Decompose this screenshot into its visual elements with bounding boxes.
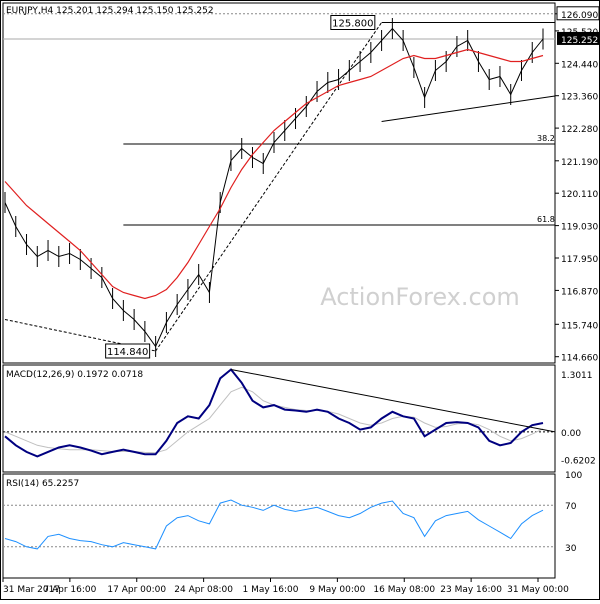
x-tick-label: 23 May 16:00 <box>440 585 502 595</box>
macd-y-tick-label: 0.00 <box>561 429 581 439</box>
fib-38-label: 38.2 <box>537 134 555 143</box>
price-y-tick-label: 114.660 <box>561 354 598 364</box>
current-price-label: 125.252 <box>561 36 598 46</box>
price-y-tick-label: 120.110 <box>561 190 598 200</box>
macd-line <box>4 368 544 458</box>
price-y-tick-label: 124.440 <box>561 60 598 70</box>
x-tick-label: 31 May 00:00 <box>507 585 569 595</box>
x-tick-label: 17 Apr 00:00 <box>107 585 166 595</box>
rsi-panel-frame <box>2 473 556 579</box>
price-y-tick-label: 123.360 <box>561 93 598 103</box>
rsi-line <box>4 499 544 550</box>
low-label: 114.840 <box>107 347 148 358</box>
price-y-tick-label: 121.190 <box>561 158 598 168</box>
price-y-tick-label: 119.030 <box>561 223 598 233</box>
top-price-box <box>556 6 600 21</box>
rally-dashed-trendline <box>155 22 383 352</box>
price-y-tick-label: 122.280 <box>561 125 598 135</box>
x-tick-label: 16 May 08:00 <box>373 585 435 595</box>
high-label: 125.800 <box>332 19 373 30</box>
x-tick-label: 9 May 00:00 <box>309 585 365 595</box>
price-line <box>4 27 544 348</box>
rsi-y-tick-label: 70 <box>565 502 577 512</box>
rising-support-trendline <box>381 95 556 122</box>
macd-y-tick-label: -0.6202 <box>561 457 596 467</box>
lower-dashed-trendline <box>4 319 156 352</box>
price-panel-frame <box>2 2 556 364</box>
price-y-tick-label: 115.740 <box>561 321 598 331</box>
high-label-box <box>330 15 376 30</box>
price-y-tick-label: 117.950 <box>561 255 598 265</box>
rsi-y-tick-label: 100 <box>565 471 582 481</box>
macd-title: MACD(12,26,9) 0.1972 0.0718 <box>6 370 143 380</box>
macd-signal-line <box>4 386 544 454</box>
price-title: EURJPY,H4 125.201 125.294 125.150 125.25… <box>6 6 214 16</box>
fib-61-label: 61.8 <box>537 215 555 224</box>
x-tick-label: 24 Apr 08:00 <box>174 585 233 595</box>
moving-average-line <box>4 48 544 300</box>
low-label-box <box>105 343 151 359</box>
watermark: ActionForex.com <box>320 283 520 311</box>
macd-y-tick-label: 1.3011 <box>561 371 593 381</box>
price-y-tick-label: 116.870 <box>561 287 598 297</box>
x-tick-label: 7 Apr 16:00 <box>43 585 96 595</box>
rsi-y-tick-label: 30 <box>565 544 577 554</box>
macd-panel-frame <box>2 364 556 473</box>
x-tick-label: 1 May 16:00 <box>243 585 299 595</box>
macd-trendline <box>230 368 556 433</box>
top-price-label: 126.090 <box>561 11 598 21</box>
current-price-box <box>557 31 599 45</box>
rsi-title: RSI(14) 65.2257 <box>6 479 79 489</box>
x-tick-label: 31 Mar 2017 <box>3 585 60 595</box>
